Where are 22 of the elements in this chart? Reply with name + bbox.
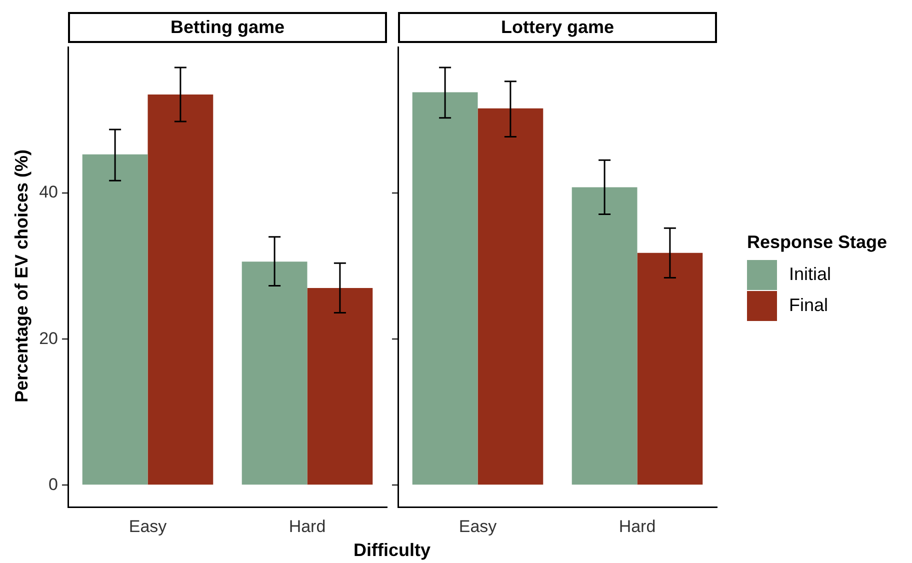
y-tick-label: 0 [48, 474, 58, 494]
legend-title: Response Stage [747, 232, 888, 253]
y-tick-label: 40 [39, 182, 58, 202]
y-tick-label: 20 [39, 328, 58, 348]
bar [478, 108, 544, 485]
x-tick-label: Hard [618, 516, 656, 536]
bar [82, 154, 148, 485]
x-axis-title: Difficulty [353, 540, 431, 561]
x-tick-label: Easy [128, 516, 168, 536]
x-tick-label: Easy [458, 516, 498, 536]
chart-title: Lottery game [398, 12, 717, 43]
bar [572, 187, 638, 485]
legend-label: Initial [789, 264, 832, 285]
y-axis-title: Percentage of EV choices (%) [12, 149, 32, 403]
bar [307, 288, 373, 485]
x-tick-label: Hard [288, 516, 326, 536]
bar [637, 252, 703, 485]
bar [412, 92, 478, 485]
legend-label: Final [789, 295, 828, 316]
bar [242, 262, 308, 485]
chart-title: Betting game [68, 12, 387, 43]
bar [148, 94, 214, 485]
